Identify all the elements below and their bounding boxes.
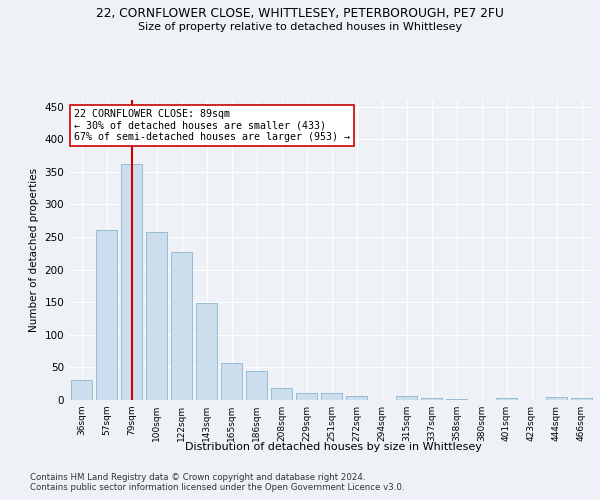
- Bar: [296, 394, 317, 400]
- Bar: [446, 398, 467, 400]
- Text: Distribution of detached houses by size in Whittlesey: Distribution of detached houses by size …: [185, 442, 481, 452]
- Bar: [96, 230, 117, 400]
- Bar: [346, 396, 367, 400]
- Bar: [571, 398, 592, 400]
- Text: 22, CORNFLOWER CLOSE, WHITTLESEY, PETERBOROUGH, PE7 2FU: 22, CORNFLOWER CLOSE, WHITTLESEY, PETERB…: [96, 8, 504, 20]
- Bar: [221, 363, 242, 400]
- Bar: [271, 388, 292, 400]
- Text: Size of property relative to detached houses in Whittlesey: Size of property relative to detached ho…: [138, 22, 462, 32]
- Bar: [321, 394, 342, 400]
- Bar: [396, 396, 417, 400]
- Text: Contains public sector information licensed under the Open Government Licence v3: Contains public sector information licen…: [30, 484, 404, 492]
- Bar: [71, 380, 92, 400]
- Text: Contains HM Land Registry data © Crown copyright and database right 2024.: Contains HM Land Registry data © Crown c…: [30, 472, 365, 482]
- Bar: [121, 164, 142, 400]
- Bar: [246, 370, 267, 400]
- Bar: [146, 232, 167, 400]
- Y-axis label: Number of detached properties: Number of detached properties: [29, 168, 39, 332]
- Bar: [421, 398, 442, 400]
- Bar: [171, 252, 192, 400]
- Bar: [496, 398, 517, 400]
- Text: 22 CORNFLOWER CLOSE: 89sqm
← 30% of detached houses are smaller (433)
67% of sem: 22 CORNFLOWER CLOSE: 89sqm ← 30% of deta…: [74, 109, 350, 142]
- Bar: [196, 304, 217, 400]
- Bar: [546, 396, 567, 400]
